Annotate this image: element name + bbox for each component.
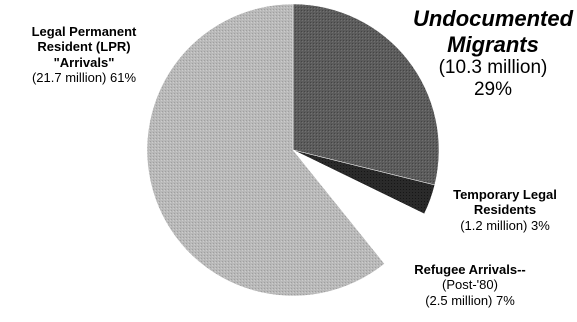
pie-slice-lpr <box>146 3 385 297</box>
slice-label-refugee: Refugee Arrivals-- (Post-'80) (2.5 milli… <box>395 262 545 308</box>
slice-label-temporary-line-2: Residents <box>473 202 537 218</box>
slice-label-undocumented-percent: 29% <box>473 79 513 101</box>
slice-label-temporary-value: (1.2 million) 3% <box>460 217 550 233</box>
slice-label-lpr-line-3: "Arrivals" <box>53 54 115 70</box>
slice-label-undocumented-line-1: Undocumented <box>412 6 574 31</box>
slice-label-lpr-line-2: Resident (LPR) <box>37 39 131 55</box>
slice-label-lpr-value: (21.7 million) 61% <box>31 69 137 85</box>
slice-label-temporary-line-1: Temporary Legal <box>453 187 557 202</box>
slice-label-lpr: Legal Permanent Resident (LPR) "Arrivals… <box>4 24 164 85</box>
pie-slice-undocumented <box>292 3 440 186</box>
slice-label-temporary: Temporary Legal Residents (1.2 million) … <box>430 187 577 233</box>
slice-label-refugee-line-1: Refugee Arrivals-- <box>414 262 526 277</box>
pie-slices <box>146 3 440 297</box>
slice-label-undocumented-line-2: Migrants <box>447 31 539 57</box>
slice-label-refugee-value: (2.5 million) 7% <box>425 292 515 308</box>
slice-label-undocumented: Undocumented Migrants (10.3 million) 29% <box>408 6 577 101</box>
slice-label-lpr-line-1: Legal Permanent <box>31 24 137 39</box>
slice-label-refugee-line-2: (Post-'80) <box>442 277 498 293</box>
slice-label-undocumented-amount: (10.3 million) <box>438 57 548 79</box>
